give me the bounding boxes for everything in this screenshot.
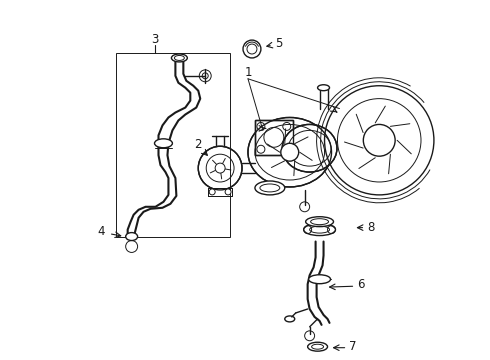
Text: 3: 3 <box>151 33 158 46</box>
Ellipse shape <box>318 85 329 91</box>
Text: 2: 2 <box>195 138 202 151</box>
Bar <box>208 188 232 196</box>
Text: 1: 1 <box>244 66 252 79</box>
Ellipse shape <box>154 139 172 148</box>
Text: 7: 7 <box>349 340 357 353</box>
Ellipse shape <box>304 224 336 235</box>
Ellipse shape <box>282 125 337 172</box>
Circle shape <box>198 146 242 190</box>
Bar <box>255 121 293 155</box>
Text: 6: 6 <box>357 278 365 291</box>
Bar <box>255 121 293 155</box>
Circle shape <box>363 125 395 156</box>
Circle shape <box>225 189 231 195</box>
Bar <box>208 188 232 196</box>
Ellipse shape <box>308 342 327 351</box>
Ellipse shape <box>172 54 187 62</box>
Text: 8: 8 <box>368 221 375 234</box>
Ellipse shape <box>248 117 332 187</box>
Circle shape <box>215 163 225 173</box>
Ellipse shape <box>255 181 285 195</box>
Bar <box>116 53 230 237</box>
Ellipse shape <box>125 233 138 240</box>
Text: 5: 5 <box>275 37 282 50</box>
Ellipse shape <box>306 217 334 227</box>
Text: 4: 4 <box>97 225 104 238</box>
Circle shape <box>209 189 215 195</box>
Circle shape <box>281 143 299 161</box>
Ellipse shape <box>309 275 331 284</box>
